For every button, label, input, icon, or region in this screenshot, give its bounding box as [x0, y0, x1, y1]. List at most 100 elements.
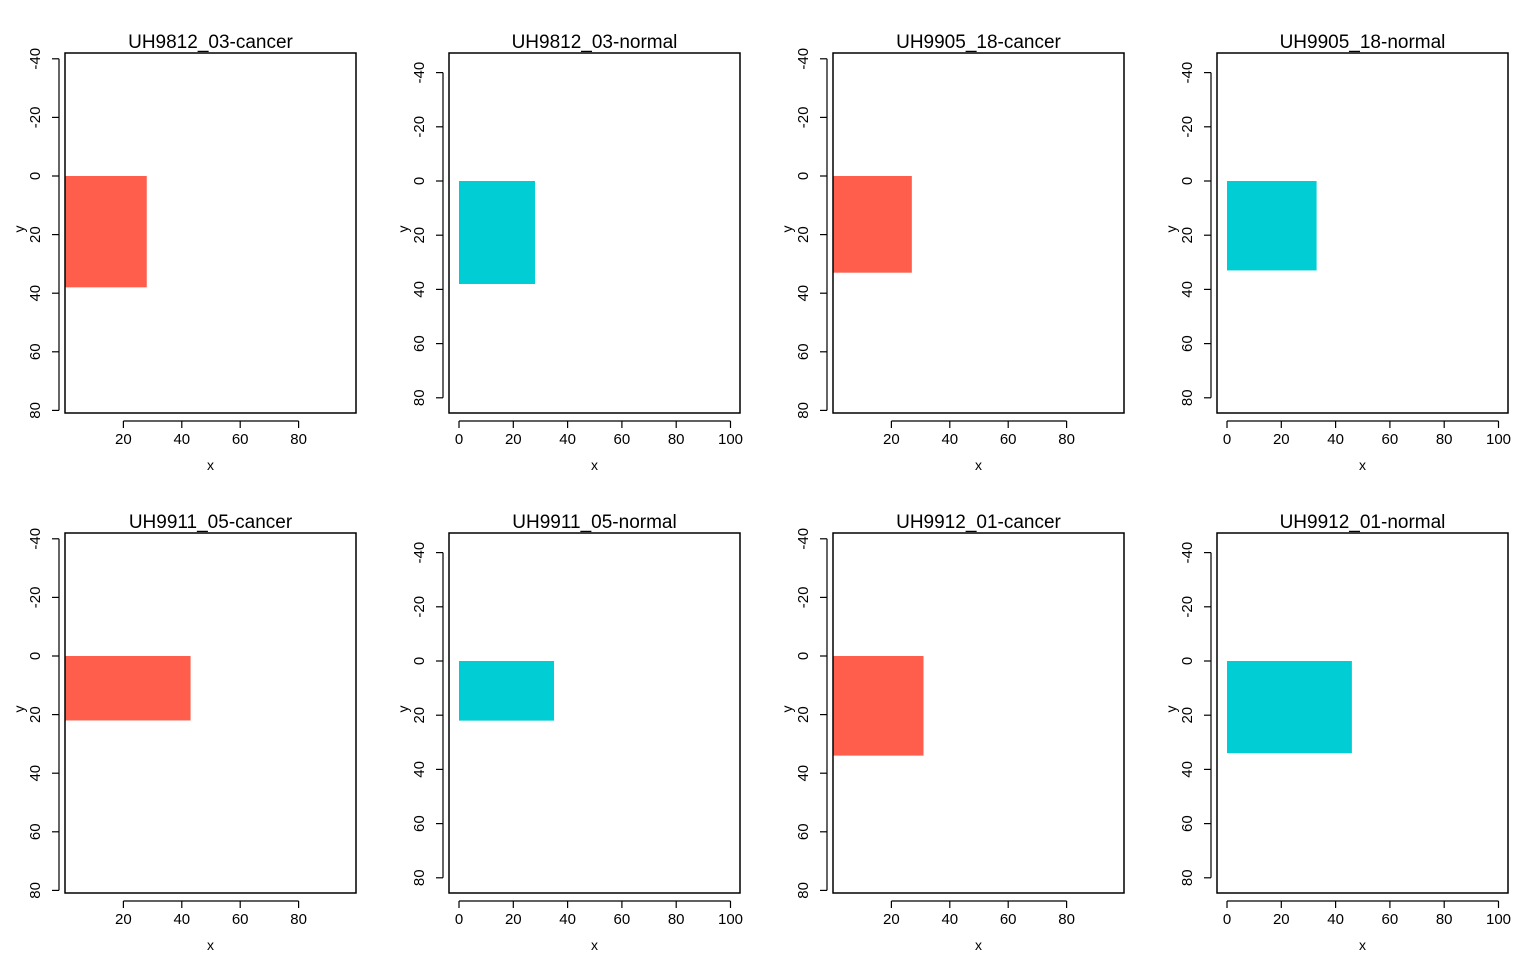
y-tick-label: 0: [1179, 177, 1196, 185]
region-block: [1227, 661, 1352, 754]
y-axis-label: y: [395, 706, 411, 713]
y-tick-label: 0: [795, 652, 812, 660]
y-tick-label: 20: [411, 227, 428, 244]
panel-7: UH9912_01-cancer 20 40 60 80 x -40 -20 0 20 40 60 80…: [779, 512, 1125, 953]
x-tick-label: 80: [668, 911, 685, 928]
plot-frame: [1216, 532, 1509, 894]
region-block: [459, 181, 536, 284]
y-tick-label: 60: [411, 815, 428, 832]
chart-title: UH9911_05-normal: [512, 512, 676, 533]
y-tick-label: 20: [1179, 707, 1196, 724]
y-tick-label: -40: [1179, 542, 1196, 564]
x-tick-label: 20: [505, 911, 522, 928]
chart-title: UH9812_03-normal: [512, 32, 678, 53]
y-tick-label: 80: [411, 389, 428, 406]
region-block: [1227, 181, 1317, 271]
y-tick-label: -20: [411, 116, 428, 138]
panel-1: UH9812_03-cancer 20 40 60 80 x -40 -20 0 20 40 60 80…: [11, 32, 357, 473]
x-tick-label: 40: [941, 431, 958, 448]
x-tick-label: 40: [941, 911, 958, 928]
y-tick-label: 40: [27, 285, 44, 302]
y-tick-label: 60: [795, 823, 812, 840]
y-tick-label: 0: [411, 657, 428, 665]
x-tick-label: 80: [290, 431, 307, 448]
chart-title: UH9905_18-normal: [1280, 32, 1446, 53]
y-tick-label: -20: [795, 107, 812, 129]
y-tick-label: 60: [27, 823, 44, 840]
region-block: [833, 176, 912, 273]
panel-5: UH9911_05-cancer 20 40 60 80 x -40 -20 0 20 40 60 80…: [11, 512, 357, 953]
x-tick-label: 60: [232, 431, 249, 448]
x-tick-label: 100: [1486, 911, 1511, 928]
x-tick-label: 60: [614, 431, 631, 448]
y-tick-label: 0: [27, 652, 44, 660]
x-tick-label: 40: [559, 911, 576, 928]
x-axis-label: x: [1359, 937, 1366, 953]
y-tick-label: -20: [795, 587, 812, 609]
x-tick-label: 60: [1382, 911, 1399, 928]
y-tick-label: 80: [1179, 869, 1196, 886]
x-tick-label: 60: [232, 911, 249, 928]
x-axis-label: x: [975, 937, 982, 953]
panel-6: UH9911_05-normal 0 20 40 60 80 100 x -40 -20 0 20 40…: [395, 512, 743, 953]
x-axis-label: x: [591, 457, 598, 473]
x-tick-label: 40: [173, 911, 190, 928]
y-tick-label: 40: [27, 765, 44, 782]
y-tick-label: 40: [795, 285, 812, 302]
y-tick-label: 20: [1179, 227, 1196, 244]
y-tick-label: -20: [1179, 116, 1196, 138]
y-tick-label: 60: [1179, 335, 1196, 352]
x-tick-label: 20: [883, 911, 900, 928]
x-tick-label: 80: [668, 431, 685, 448]
y-tick-label: 20: [27, 226, 44, 243]
y-tick-label: 60: [795, 343, 812, 360]
y-tick-label: 60: [27, 343, 44, 360]
y-tick-label: -40: [411, 62, 428, 84]
y-tick-label: -20: [411, 596, 428, 618]
y-tick-label: 40: [1179, 761, 1196, 778]
panel-2: UH9812_03-normal 0 20 40 60 80 100 x -40 -20 0 20 40…: [395, 32, 743, 473]
y-tick-label: 0: [27, 172, 44, 180]
y-tick-label: 20: [795, 226, 812, 243]
x-tick-label: 60: [1000, 911, 1017, 928]
x-tick-label: 60: [614, 911, 631, 928]
region-block: [65, 176, 147, 288]
x-tick-label: 80: [290, 911, 307, 928]
chart-title: UH9812_03-cancer: [128, 32, 293, 53]
x-tick-label: 40: [559, 431, 576, 448]
y-tick-label: -20: [27, 107, 44, 129]
y-tick-label: 80: [27, 402, 44, 419]
y-tick-label: 40: [1179, 281, 1196, 298]
y-tick-label: 80: [411, 869, 428, 886]
x-tick-label: 0: [455, 431, 463, 448]
x-axis-label: x: [591, 937, 598, 953]
region-block: [65, 656, 191, 721]
y-tick-label: 0: [1179, 657, 1196, 665]
plot-frame: [1216, 52, 1509, 414]
x-axis-label: x: [1359, 457, 1366, 473]
y-tick-label: -40: [27, 528, 44, 550]
x-axis-label: x: [207, 937, 214, 953]
x-tick-label: 80: [1436, 911, 1453, 928]
x-tick-label: 40: [1327, 431, 1344, 448]
y-tick-label: 40: [411, 281, 428, 298]
y-tick-label: -40: [411, 542, 428, 564]
x-tick-label: 40: [1327, 911, 1344, 928]
chart-title: UH9912_01-normal: [1280, 512, 1446, 533]
y-tick-label: 80: [795, 882, 812, 899]
x-tick-label: 20: [1273, 911, 1290, 928]
y-axis-label: y: [11, 706, 27, 713]
y-tick-label: 80: [795, 402, 812, 419]
y-tick-label: 0: [411, 177, 428, 185]
y-axis-label: y: [1163, 706, 1179, 713]
y-axis-label: y: [779, 226, 795, 233]
y-tick-label: -20: [1179, 596, 1196, 618]
x-tick-label: 20: [1273, 431, 1290, 448]
y-tick-label: 80: [27, 882, 44, 899]
x-axis-label: x: [207, 457, 214, 473]
y-tick-label: 60: [411, 335, 428, 352]
region-block: [459, 661, 555, 721]
region-block: [833, 656, 924, 756]
x-tick-label: 20: [883, 431, 900, 448]
